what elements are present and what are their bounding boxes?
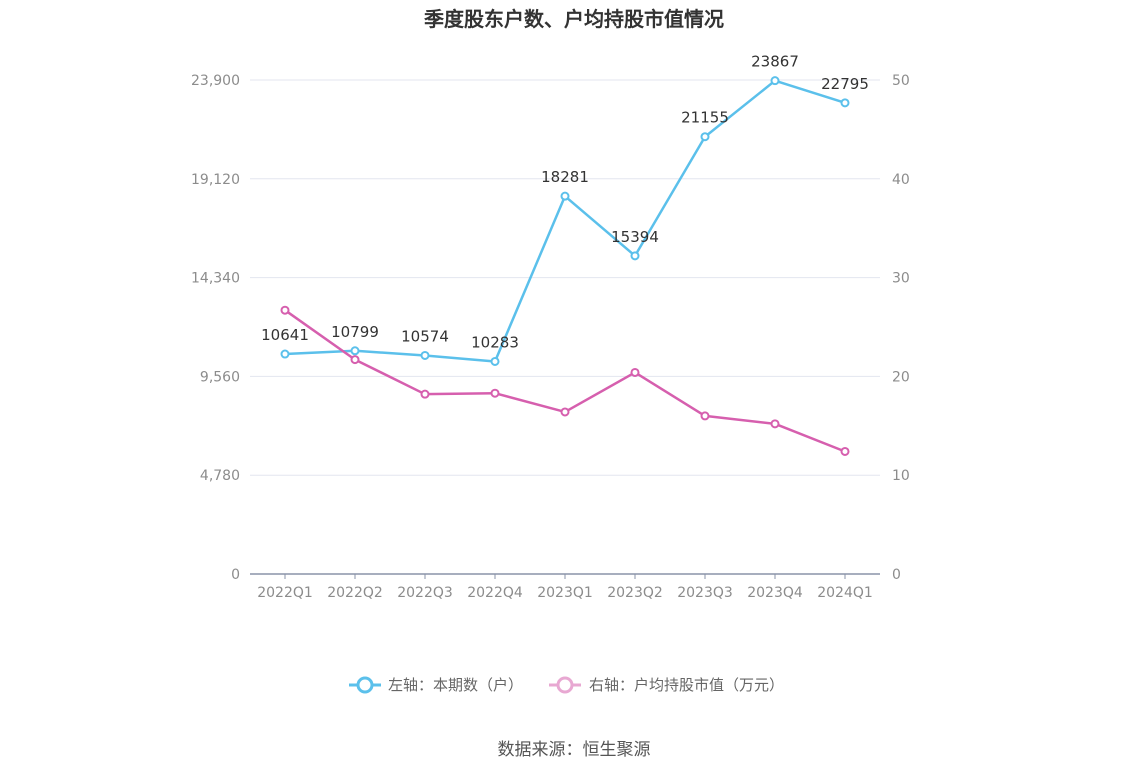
data-point xyxy=(420,389,430,399)
data-label: 10799 xyxy=(331,323,379,341)
x-tick-label: 2022Q4 xyxy=(467,585,523,601)
left-axis-ticks: 0 4,780 9,560 14,340 19,120 23,900 xyxy=(191,73,240,583)
data-point xyxy=(770,76,780,86)
source-note: 数据来源：恒生聚源 xyxy=(498,740,651,760)
data-point xyxy=(490,356,500,366)
right-tick-label: 30 xyxy=(892,271,910,287)
data-label: 10574 xyxy=(401,327,449,345)
data-label: 10283 xyxy=(471,333,519,351)
data-point xyxy=(700,132,710,142)
x-tick-label: 2024Q1 xyxy=(817,585,873,601)
data-label: 10641 xyxy=(261,326,309,344)
x-tick-label: 2023Q3 xyxy=(677,585,733,601)
data-label: 15394 xyxy=(611,228,659,246)
chart-title: 季度股东户数、户均持股市值情况 xyxy=(423,7,724,31)
x-tick-label: 2022Q3 xyxy=(397,585,453,601)
right-tick-label: 40 xyxy=(892,172,910,188)
series-right xyxy=(280,305,850,456)
data-point xyxy=(490,388,500,398)
left-tick-label: 14,340 xyxy=(191,271,240,287)
data-point xyxy=(840,98,850,108)
legend-item-left[interactable]: 左轴：本期数（户） xyxy=(349,676,523,694)
x-tick-label: 2022Q2 xyxy=(327,585,383,601)
x-tick-label: 2023Q1 xyxy=(537,585,593,601)
data-point xyxy=(630,251,640,261)
x-axis: 2022Q1 2022Q2 2022Q3 2022Q4 2023Q1 2023Q2 2023… xyxy=(250,573,880,601)
left-tick-label: 19,120 xyxy=(191,172,240,188)
data-point xyxy=(350,346,360,356)
legend-label-left: 左轴：本期数（户） xyxy=(388,676,523,694)
data-point xyxy=(560,407,570,417)
left-tick-label: 0 xyxy=(231,567,240,583)
legend-label-right: 右轴：户均持股市值（万元） xyxy=(589,676,784,694)
series-layer: 10641 10799 10574 10283 18281 15394 21155 23867… xyxy=(261,53,869,456)
data-label: 22795 xyxy=(821,75,869,93)
left-tick-label: 4,780 xyxy=(200,468,240,484)
data-label: 18281 xyxy=(541,168,589,186)
data-point xyxy=(420,350,430,360)
grid-lines xyxy=(250,79,880,476)
data-point xyxy=(350,355,360,365)
x-tick-label: 2023Q4 xyxy=(747,585,803,601)
data-point xyxy=(700,411,710,421)
data-label: 21155 xyxy=(681,109,729,127)
data-point xyxy=(840,446,850,456)
data-point xyxy=(630,367,640,377)
x-tick-label: 2023Q2 xyxy=(607,585,663,601)
legend-marker-left xyxy=(356,676,374,694)
series-line xyxy=(284,79,846,363)
legend-marker-right xyxy=(556,676,574,694)
series-left: 10641 10799 10574 10283 18281 15394 21155 23867… xyxy=(261,53,869,366)
legend: 左轴：本期数（户） 右轴：户均持股市值（万元） xyxy=(349,676,784,694)
legend-item-right[interactable]: 右轴：户均持股市值（万元） xyxy=(549,676,784,694)
data-point xyxy=(280,349,290,359)
data-point xyxy=(770,419,780,429)
right-tick-label: 20 xyxy=(892,369,910,385)
x-tick-label: 2022Q1 xyxy=(257,585,313,601)
left-tick-label: 9,560 xyxy=(200,369,240,385)
right-tick-label: 10 xyxy=(892,468,910,484)
right-tick-label: 0 xyxy=(892,567,901,583)
data-label: 23867 xyxy=(751,53,799,71)
data-point xyxy=(280,305,290,315)
right-axis-ticks: 0 10 20 30 40 50 xyxy=(892,73,910,583)
right-tick-label: 50 xyxy=(892,73,910,89)
data-point xyxy=(560,191,570,201)
left-tick-label: 23,900 xyxy=(191,73,240,89)
